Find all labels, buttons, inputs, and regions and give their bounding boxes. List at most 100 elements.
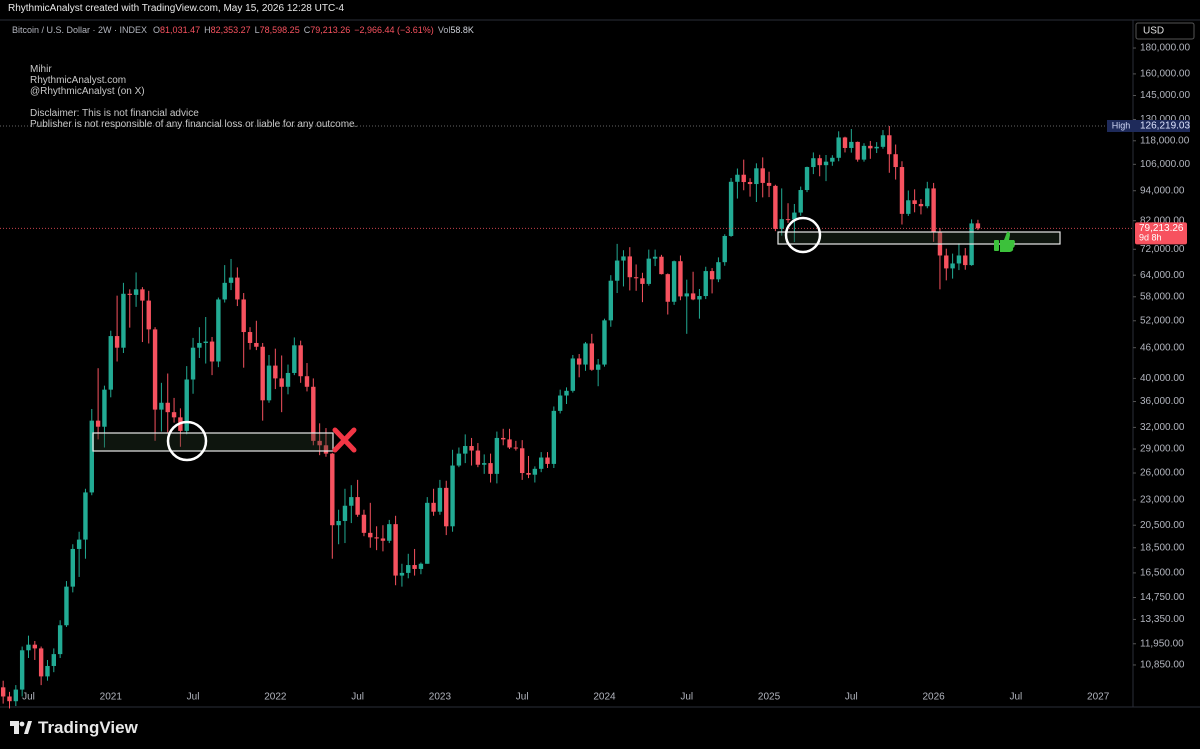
candle-body <box>652 256 658 259</box>
ohlc-value: 82,353.27 <box>210 25 251 35</box>
candle-body <box>456 453 462 466</box>
x-tick-label: 2021 <box>100 692 123 703</box>
candle-body <box>190 347 196 380</box>
y-tick-label: 20,500.00 <box>1140 520 1185 531</box>
y-tick-label: 16,500.00 <box>1140 568 1185 579</box>
x-tick-label: Jul <box>516 692 529 703</box>
candle-body <box>741 174 746 183</box>
candle-body <box>678 261 683 297</box>
candle-body <box>811 158 816 168</box>
y-tick-label: 94,000.00 <box>1140 185 1185 196</box>
candle-body <box>716 262 721 280</box>
plot <box>0 125 981 709</box>
candle-body <box>709 271 715 280</box>
candle-body <box>431 502 436 512</box>
candle-body <box>216 299 221 362</box>
volume-value: 58.8K <box>450 25 474 35</box>
y-tick-label: 82,000.00 <box>1140 215 1185 226</box>
candle-body <box>836 137 841 158</box>
candle-body <box>152 329 158 410</box>
legend: Bitcoin / U.S. Dollar · 2W · INDEX O81,03… <box>12 25 474 35</box>
candle-body <box>463 446 468 454</box>
candle-body <box>956 255 962 264</box>
candle-body <box>513 447 519 449</box>
candle-body <box>697 296 702 300</box>
candle-body <box>393 524 398 576</box>
candle-body <box>690 293 696 300</box>
x-tick-label: 2022 <box>264 692 287 703</box>
candle-body <box>735 174 740 182</box>
candle-body <box>595 364 601 370</box>
candle-body <box>469 446 474 451</box>
candle-body <box>114 336 120 348</box>
candle-body <box>342 505 348 521</box>
candle-body <box>665 274 670 302</box>
note: @RhythmicAnalyst (on X) <box>30 86 145 97</box>
candle-body <box>950 263 955 269</box>
candle-body <box>779 219 784 229</box>
candle-body <box>823 161 829 166</box>
candle-body <box>26 644 31 651</box>
candle-body <box>254 342 259 347</box>
candle-body <box>722 235 727 263</box>
candle-body <box>861 145 867 160</box>
candle-body <box>70 548 75 587</box>
candle-body <box>798 190 803 213</box>
candle-body <box>817 158 822 166</box>
candle-body <box>602 320 607 365</box>
x-tick-label: Jul <box>680 692 693 703</box>
y-tick-label: 58,000.00 <box>1140 291 1185 302</box>
candle-body <box>855 141 860 160</box>
candle-body <box>406 565 411 573</box>
x-tick-label: Jul <box>845 692 858 703</box>
y-tick-label: 29,000.00 <box>1140 444 1185 455</box>
y-tick-label: 145,000.00 <box>1140 90 1190 101</box>
candle-body <box>425 502 430 564</box>
y-tick-label: 130,000.00 <box>1140 114 1190 125</box>
currency-box <box>1135 22 1195 40</box>
candle-body <box>184 379 189 431</box>
candle-body <box>76 539 82 549</box>
notes: Mihir RhythmicAnalyst.com @RhythmicAnaly… <box>30 64 357 130</box>
candle-body <box>868 145 873 149</box>
high-tag <box>1107 119 1135 132</box>
candle-body <box>918 203 924 207</box>
candle-body <box>564 390 569 396</box>
candle-body <box>880 135 886 147</box>
y-tick-label: 23,000.00 <box>1140 495 1185 506</box>
candle-body <box>754 168 759 185</box>
candle-body <box>621 256 626 261</box>
candle-body <box>760 168 765 183</box>
candle-body <box>380 538 386 541</box>
y-tick-label: 18,500.00 <box>1140 542 1185 553</box>
high-label: High <box>1112 120 1131 130</box>
candle-body <box>545 457 550 464</box>
last-price-box <box>1135 222 1187 245</box>
candle-body <box>450 465 455 527</box>
candle-body <box>203 341 208 343</box>
candle-body <box>912 200 917 204</box>
logo-text: TradingView <box>38 718 138 737</box>
logo: TradingView <box>10 718 138 738</box>
fail-mark <box>332 427 357 453</box>
candle-body <box>944 255 949 269</box>
highlight-circle <box>166 420 208 462</box>
candle-body <box>576 358 582 365</box>
candle-body <box>146 300 151 330</box>
candle-body <box>241 299 246 333</box>
candle-body <box>874 146 879 149</box>
candle-body <box>931 188 936 232</box>
candle-body <box>475 450 481 465</box>
candle-body <box>0 687 6 697</box>
y-tick-label: 11,950.00 <box>1140 638 1184 649</box>
candle-body <box>507 439 512 448</box>
candle-body <box>330 453 335 526</box>
candle-body <box>614 260 620 281</box>
note: RhythmicAnalyst.com <box>30 75 127 86</box>
ohlc: O81,031.47 H82,353.27 L78,598.25 C79,213.26… <box>147 25 474 35</box>
candle-body <box>159 402 164 410</box>
candle-body <box>887 135 892 155</box>
candle-body <box>608 280 614 321</box>
